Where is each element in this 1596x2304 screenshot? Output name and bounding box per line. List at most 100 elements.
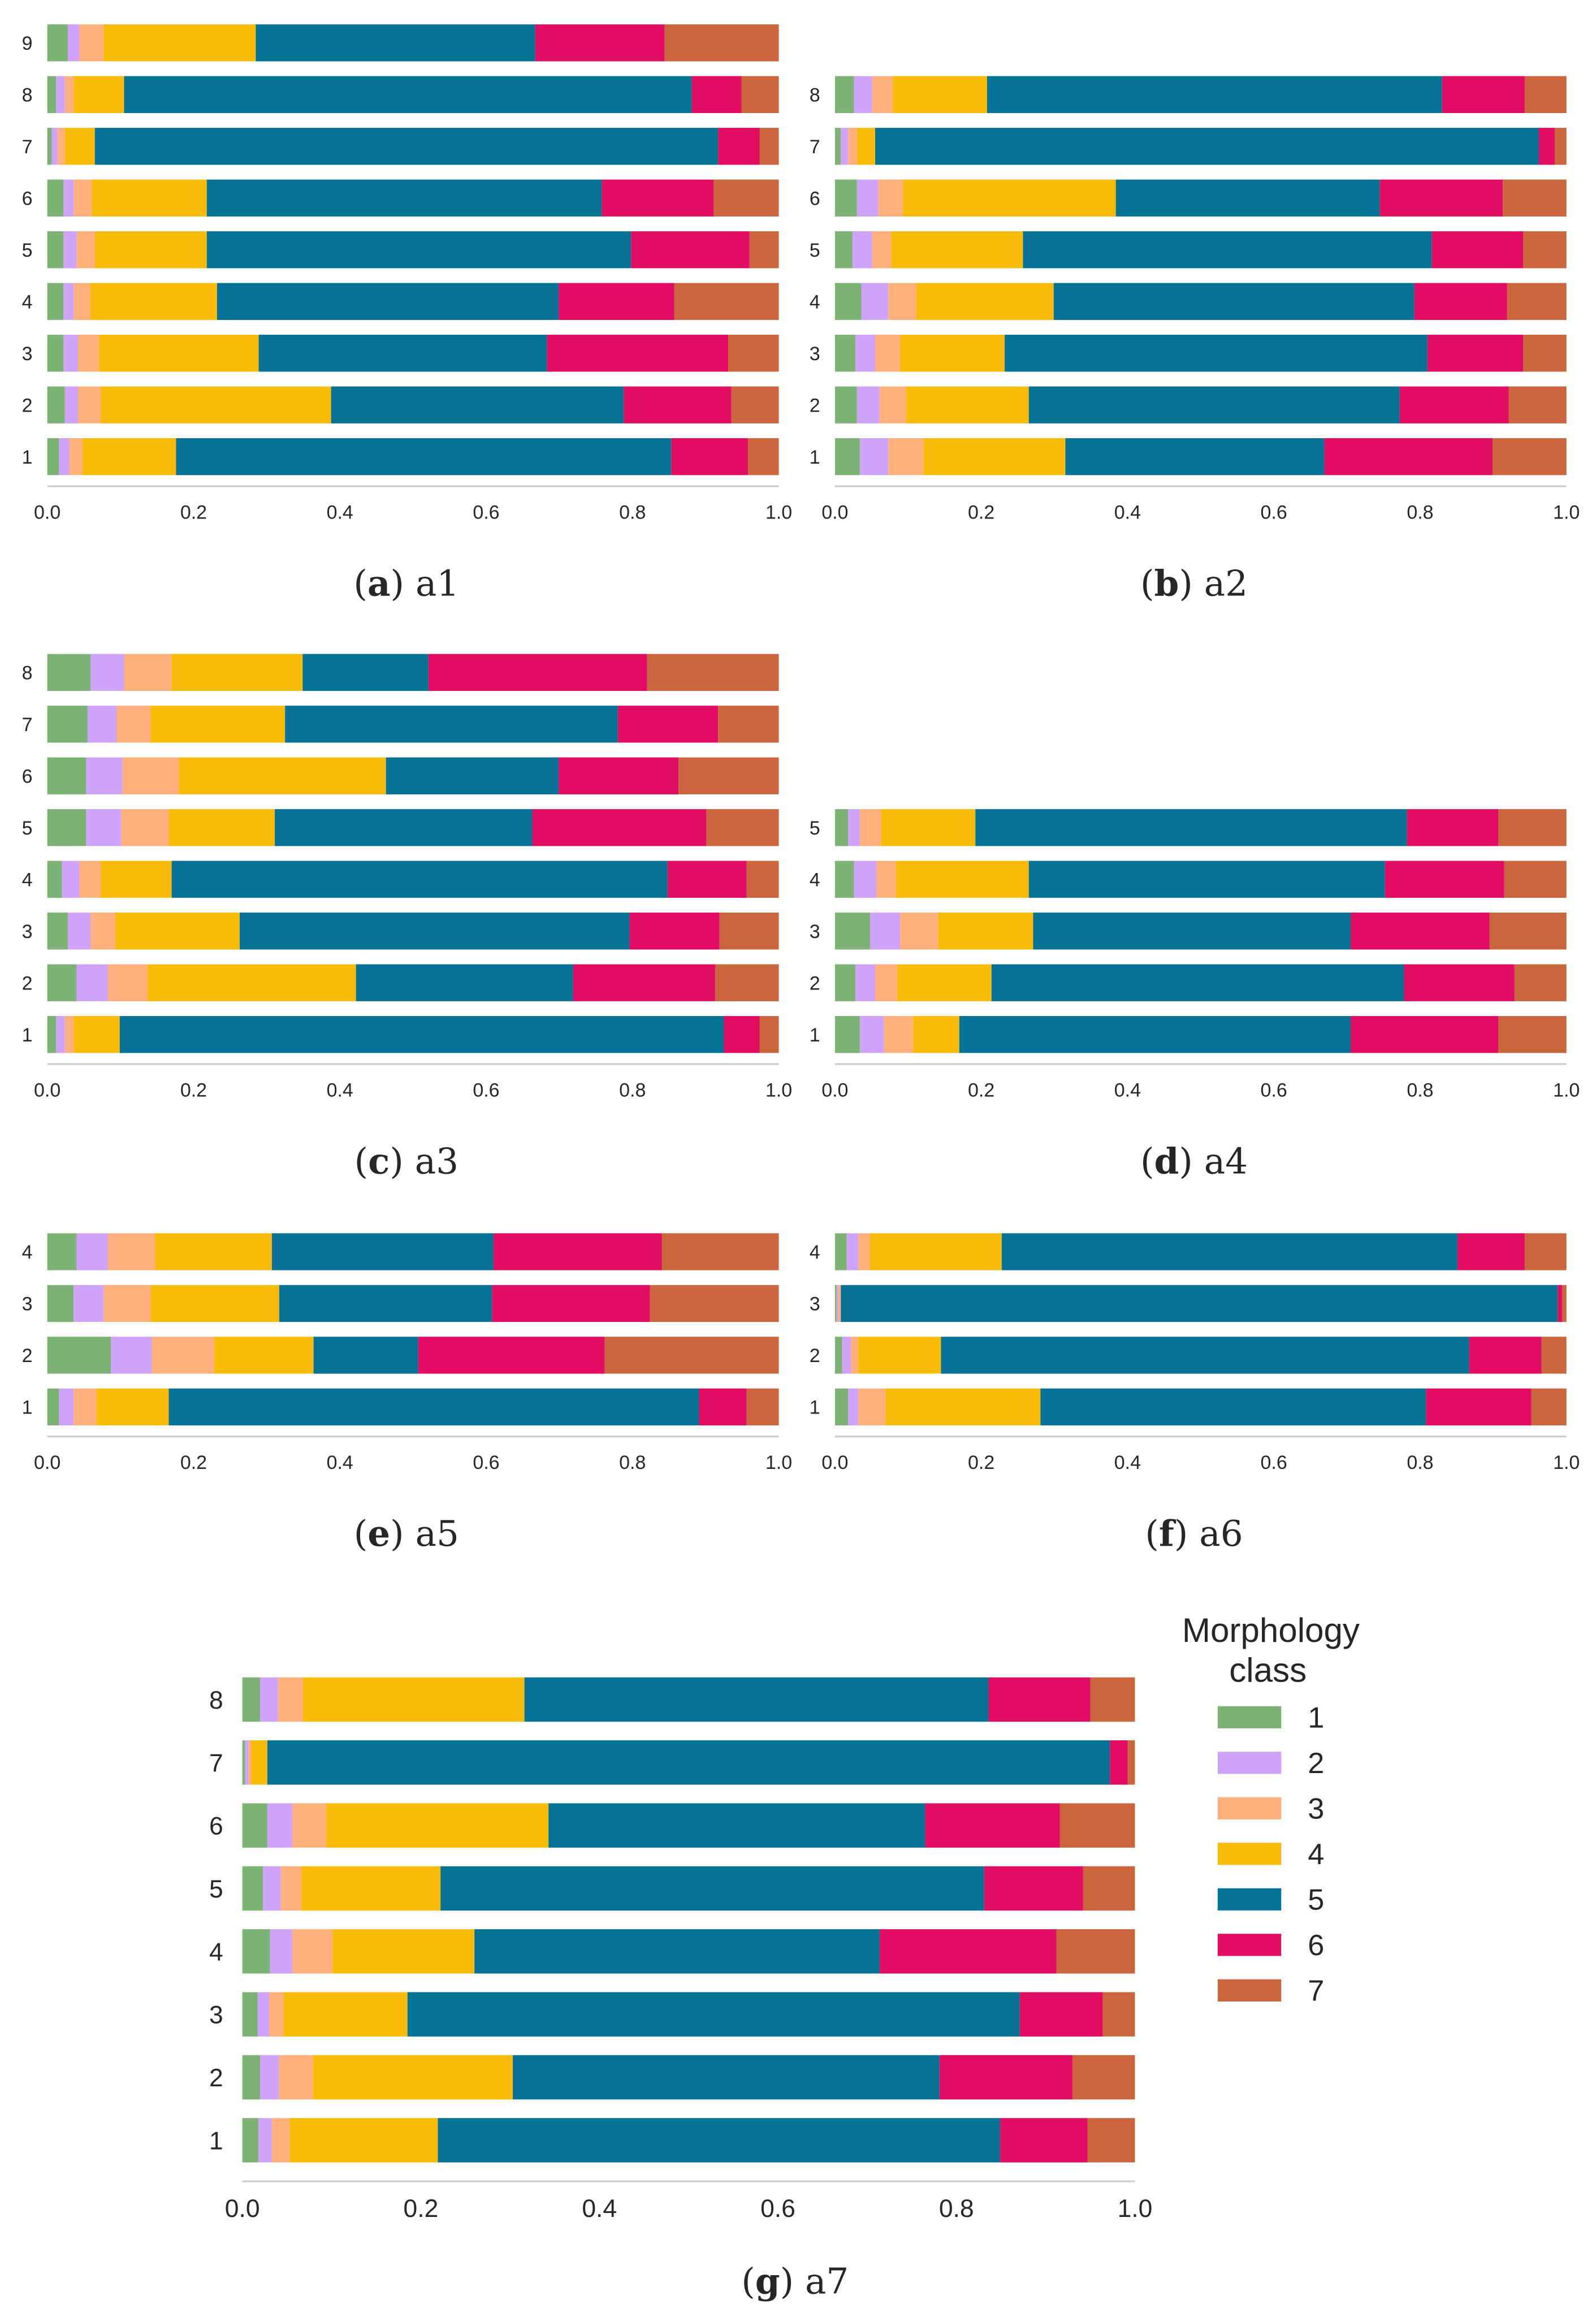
bar-segment-class-5 — [1028, 386, 1400, 423]
bar-segment-class-2 — [87, 706, 117, 743]
bar-row — [242, 1803, 1135, 1848]
bar-segment-class-1 — [47, 861, 62, 898]
bar-segment-class-1 — [242, 1929, 270, 1974]
bar-segment-class-6 — [1442, 76, 1525, 113]
bar-segment-class-4 — [103, 24, 256, 62]
panel-caption: (f) a6 — [1145, 1512, 1243, 1554]
legend-entry: 5 — [1217, 1884, 1324, 1917]
bar-segment-class-6 — [1110, 1740, 1128, 1785]
bar-segment-class-1 — [834, 964, 856, 1001]
bar-segment-class-3 — [280, 1866, 301, 1911]
y-tick-label: 3 — [810, 921, 820, 943]
bar-segment-class-4 — [94, 231, 207, 269]
bar-segment-class-5 — [1115, 179, 1380, 217]
legend-swatch — [1217, 1979, 1282, 2002]
bar-segment-class-3 — [90, 913, 115, 950]
x-tick-label: 0.6 — [760, 2195, 795, 2223]
legend-label: 7 — [1308, 1975, 1324, 2008]
bar-segment-class-2 — [854, 76, 872, 113]
bar-segment-class-1 — [47, 283, 64, 320]
bar-row — [834, 1285, 1567, 1322]
bar-segment-class-1 — [47, 335, 64, 372]
bar-segment-class-1 — [834, 1388, 849, 1426]
bar-segment-class-5 — [217, 283, 559, 320]
bar-segment-class-7 — [706, 809, 779, 846]
bar-segment-class-6 — [492, 1285, 650, 1322]
bar-segment-class-7 — [1056, 1929, 1135, 1974]
caption-paren-close: ) — [780, 2261, 805, 2302]
y-tick-label: 2 — [209, 2064, 223, 2092]
x-tick-label: 0.2 — [180, 502, 207, 523]
bar-segment-class-6 — [699, 1388, 747, 1426]
bar-segment-class-4 — [82, 438, 176, 476]
bar-segment-class-6 — [428, 654, 647, 691]
bar-segment-class-6 — [1379, 179, 1503, 217]
bar-segment-class-3 — [124, 654, 172, 691]
y-tick-label: 8 — [209, 1687, 223, 1714]
bar-segment-class-3 — [76, 231, 95, 269]
bar-segment-class-1 — [47, 1337, 111, 1374]
x-tick-label: 0.4 — [327, 502, 353, 523]
caption-paren-close: ) — [390, 1513, 415, 1554]
bar-segment-class-3 — [292, 1929, 333, 1974]
bar-segment-class-3 — [73, 283, 90, 320]
bar-segment-class-3 — [121, 809, 169, 846]
x-tick-label: 0.4 — [1114, 1079, 1141, 1101]
bar-row — [834, 128, 1567, 165]
bar-segment-class-5 — [171, 861, 668, 898]
bar-segment-class-1 — [834, 861, 854, 898]
panel-f: 4 3 2 1 0.0 0.2 0.4 0.6 0.8 1.0 (f) a6 — [810, 1233, 1580, 1554]
bar-segment-class-5 — [356, 964, 573, 1001]
bar-segment-class-1 — [834, 283, 862, 320]
bar-segment-class-1 — [242, 1992, 258, 2037]
panel-g: 8 7 6 5 4 3 2 1 0.0 0.2 0.4 0.6 0.8 1.0 (g) a7 — [209, 1677, 1152, 2302]
legend-label: 1 — [1308, 1702, 1324, 1735]
bar-segment-class-7 — [664, 24, 779, 62]
y-tick-label: 5 — [209, 1875, 223, 1903]
bar-segment-class-2 — [854, 861, 877, 898]
bar-row — [834, 179, 1567, 217]
caption-paren-open: ( — [353, 563, 367, 604]
x-tick-label: 0.8 — [619, 1079, 646, 1101]
bar-segment-class-7 — [1087, 2118, 1135, 2163]
bar-segment-class-2 — [859, 438, 889, 476]
bar-segment-class-2 — [67, 24, 80, 62]
bar-segment-class-5 — [440, 1866, 984, 1911]
y-tick-label: 2 — [810, 972, 820, 994]
bar-segment-class-3 — [269, 1992, 284, 2037]
bar-row — [834, 964, 1567, 1001]
bar-segment-class-6 — [1399, 386, 1509, 423]
y-tick-label: 8 — [22, 85, 33, 106]
legend: Morphology class 1 2 3 4 5 6 7 — [1182, 1611, 1360, 2008]
bar-segment-class-5 — [1001, 1233, 1457, 1270]
bar-segment-class-1 — [47, 654, 90, 691]
bar-segment-class-3 — [57, 128, 65, 165]
bar-segment-class-3 — [122, 757, 179, 794]
y-tick-label: 1 — [22, 447, 33, 468]
y-tick-label: 4 — [22, 291, 33, 313]
bar-segment-class-4 — [214, 1337, 314, 1374]
bar-segment-class-1 — [834, 128, 841, 165]
bar-segment-class-1 — [242, 2055, 261, 2100]
y-tick-label: 3 — [22, 343, 33, 365]
bar-segment-class-2 — [111, 1337, 152, 1374]
bar-segment-class-2 — [67, 913, 90, 950]
legend-swatch — [1217, 1706, 1282, 1728]
bar-segment-class-2 — [63, 283, 74, 320]
y-tick-label: 4 — [209, 1938, 223, 1966]
y-tick-label: 2 — [810, 1345, 820, 1367]
caption-paren-open: ( — [741, 2261, 755, 2302]
x-tick-label: 0.8 — [1407, 502, 1433, 523]
y-tick-label: 4 — [810, 869, 820, 891]
bar-segment-class-1 — [834, 913, 870, 950]
bar-segment-class-6 — [1407, 809, 1499, 846]
bar-segment-class-5 — [271, 1233, 494, 1270]
legend-swatch — [1217, 1888, 1282, 1910]
x-tick-label: 0.2 — [180, 1452, 207, 1473]
legend-label: 6 — [1308, 1929, 1324, 1962]
bar-segment-class-4 — [326, 1803, 549, 1848]
bar-segment-class-4 — [913, 1016, 959, 1053]
bar-segment-class-4 — [150, 706, 286, 743]
bar-segment-class-7 — [1059, 1803, 1135, 1848]
y-tick-label: 6 — [209, 1813, 223, 1840]
